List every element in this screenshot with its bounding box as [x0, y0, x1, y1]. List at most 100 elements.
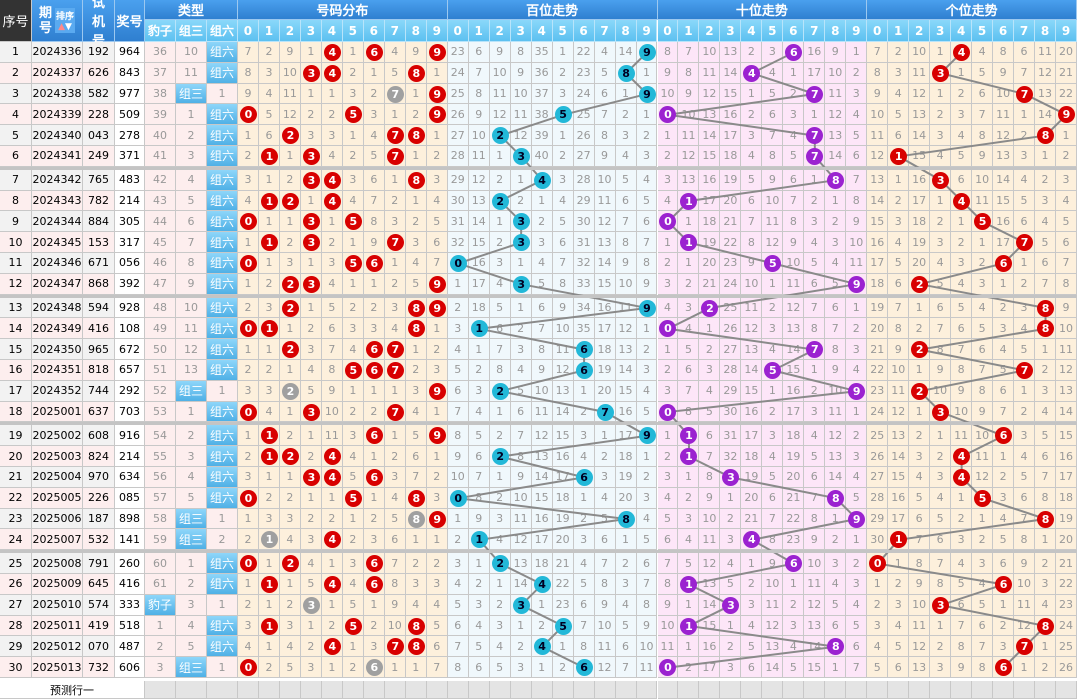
- dist-ball: 6: [365, 341, 383, 359]
- tens-cell: 8: [762, 146, 784, 167]
- units-cell: 10: [972, 169, 994, 191]
- row-period: 2024342: [32, 169, 83, 191]
- header-digit: 5: [972, 20, 994, 42]
- sort-button[interactable]: 排序 ▲▼: [54, 8, 75, 33]
- hundreds-cell: 39: [531, 125, 553, 146]
- hundreds-ball: 2: [491, 382, 509, 400]
- tens-cell: 13: [678, 169, 700, 191]
- header-type-1: 组三: [176, 20, 207, 42]
- tens-cell: 4: [741, 146, 763, 167]
- header-type: 类型: [145, 0, 238, 20]
- tens-cell: 1: [678, 211, 700, 233]
- dist-ball: 4: [323, 575, 341, 593]
- units-ball: 4: [953, 192, 971, 210]
- units-ball: 6: [995, 575, 1013, 593]
- tens-ball: 7: [806, 85, 824, 103]
- tens-ball: 9: [848, 275, 866, 293]
- dist-cell: 8: [238, 62, 259, 84]
- row-seq: 7: [0, 169, 32, 191]
- units-ball: 2: [911, 275, 929, 293]
- sort-arrows-icon: ▲: [58, 22, 65, 32]
- tens-cell: 2: [825, 211, 847, 233]
- dist-cell: 1: [279, 146, 301, 167]
- hundreds-cell: 4: [552, 190, 574, 212]
- units-ball: 8: [1037, 510, 1055, 528]
- tens-cell: 2: [741, 104, 763, 126]
- dist-ball: 9: [428, 299, 446, 317]
- units-cell: 7: [1014, 62, 1036, 84]
- units-cell: 6: [972, 83, 994, 105]
- row-seq: 4: [0, 104, 32, 126]
- row-period: 2024339: [32, 104, 83, 126]
- hundreds-cell: 13: [468, 190, 490, 212]
- hundreds-cell: 10: [489, 62, 511, 84]
- header-digit: 1: [258, 20, 280, 42]
- tens-cell: 4: [804, 232, 826, 253]
- dist-cell: 3: [321, 253, 343, 274]
- type-tag: 组六: [207, 42, 238, 63]
- units-cell: 3: [1014, 146, 1036, 167]
- hundreds-cell: 2: [636, 125, 658, 146]
- dist-cell: 1: [321, 211, 343, 233]
- hundreds-cell: 24: [447, 62, 469, 84]
- hundreds-cell: 29: [447, 169, 469, 191]
- header-period[interactable]: 期号 排序 ▲▼: [32, 0, 83, 42]
- tens-ball: 9: [848, 510, 866, 528]
- tens-cell: 5: [846, 125, 868, 146]
- header-digit: 8: [825, 20, 847, 42]
- hundreds-cell: 3: [615, 125, 637, 146]
- tens-cell: 19: [699, 232, 721, 253]
- type-tag: 组六: [207, 62, 238, 84]
- hundreds-cell: 12: [489, 104, 511, 126]
- tens-cell: 11: [762, 211, 784, 233]
- dist-cell: 3: [342, 169, 364, 191]
- hundreds-cell: 1: [489, 146, 511, 167]
- hundreds-cell: 7: [468, 62, 490, 84]
- type-missing: 1: [207, 83, 238, 105]
- header-digit: 8: [405, 20, 427, 42]
- units-cell: 17: [993, 232, 1015, 253]
- tens-ball: 8: [827, 489, 845, 507]
- dist-cell: 2: [321, 104, 343, 126]
- header-digit: 0: [867, 20, 889, 42]
- dist-ball: 1: [260, 448, 278, 466]
- dist-ball: 9: [428, 382, 446, 400]
- row-prize: 964: [115, 42, 145, 63]
- units-cell: 6: [1014, 42, 1036, 63]
- dist-ball: 0: [239, 489, 257, 507]
- tens-cell: 13: [720, 42, 742, 63]
- dist-cell: 1: [342, 125, 364, 146]
- tens-cell: 2: [657, 253, 679, 274]
- units-cell: 5: [888, 104, 910, 126]
- units-cell: 14: [867, 190, 889, 212]
- hundreds-cell: 31: [573, 232, 595, 253]
- dist-ball: 3: [302, 596, 320, 614]
- units-cell: 10: [867, 104, 889, 126]
- dist-cell: 1: [300, 83, 322, 105]
- hundreds-cell: 27: [573, 146, 595, 167]
- tens-cell: 8: [783, 211, 805, 233]
- hundreds-ball: 1: [470, 320, 488, 338]
- hundreds-cell: 6: [615, 190, 637, 212]
- hundreds-ball: 2: [491, 192, 509, 210]
- dist-cell: 1: [300, 253, 322, 274]
- dist-ball: 2: [281, 299, 299, 317]
- group-separator: [0, 550, 1077, 554]
- tens-cell: 1: [804, 169, 826, 191]
- hundreds-trend-line: [455, 51, 651, 669]
- row-prize: 278: [115, 125, 145, 146]
- tens-cell: 14: [720, 62, 742, 84]
- dist-cell: 1: [238, 125, 259, 146]
- hundreds-ball: 4: [533, 171, 551, 189]
- hundreds-cell: 14: [594, 253, 616, 274]
- units-cell: 6: [888, 125, 910, 146]
- dist-cell: 5: [384, 62, 406, 84]
- dist-ball: 1: [260, 147, 278, 165]
- hundreds-cell: 15: [468, 232, 490, 253]
- tens-cell: 11: [678, 125, 700, 146]
- units-cell: 2: [951, 83, 973, 105]
- tens-cell: 2: [846, 62, 868, 84]
- hundreds-cell: 25: [447, 83, 469, 105]
- header-digit: 4: [951, 20, 973, 42]
- hundreds-ball: 3: [512, 147, 530, 165]
